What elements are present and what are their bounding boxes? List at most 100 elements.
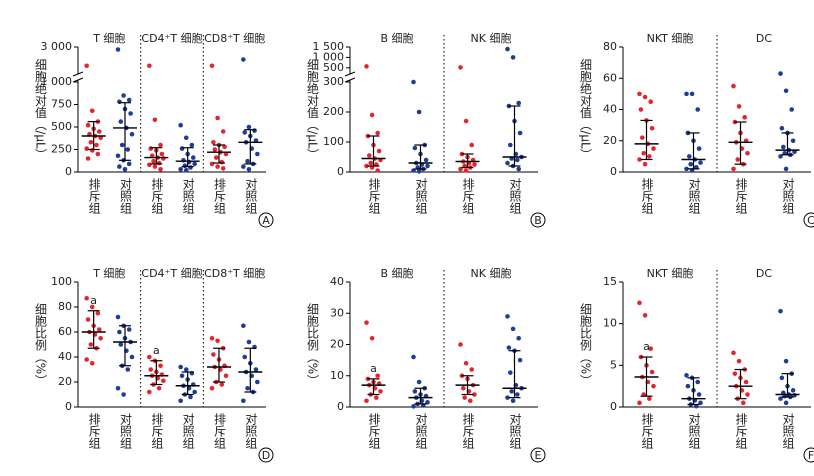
data-point bbox=[472, 392, 477, 397]
y-tick-label: 40 bbox=[603, 103, 617, 116]
data-point bbox=[510, 326, 516, 332]
category-label: 排斥组 bbox=[640, 178, 654, 214]
data-point bbox=[647, 396, 652, 401]
data-point bbox=[790, 388, 796, 393]
annotation: a bbox=[370, 362, 377, 375]
data-point bbox=[790, 138, 796, 144]
break-mark bbox=[72, 77, 84, 83]
data-point bbox=[423, 157, 429, 163]
data-point bbox=[158, 167, 163, 172]
y-tick-label: 80 bbox=[603, 40, 617, 53]
panel-letter: D bbox=[262, 449, 270, 462]
category-label: 排斥组 bbox=[461, 178, 475, 214]
data-point bbox=[642, 313, 648, 318]
data-point bbox=[637, 157, 642, 162]
data-point bbox=[178, 398, 183, 404]
data-point bbox=[125, 147, 131, 152]
data-point bbox=[508, 370, 513, 375]
data-point bbox=[182, 163, 188, 168]
data-point bbox=[98, 335, 103, 341]
data-point bbox=[126, 327, 132, 332]
data-point bbox=[253, 367, 259, 372]
data-point bbox=[364, 320, 369, 325]
category-label: 对照组 bbox=[181, 178, 195, 214]
data-point bbox=[649, 369, 655, 375]
panel-letter: F bbox=[808, 449, 814, 462]
data-point bbox=[505, 314, 510, 319]
data-point bbox=[458, 342, 463, 347]
data-point bbox=[509, 389, 514, 394]
annotation: a bbox=[153, 344, 160, 357]
data-point bbox=[161, 378, 166, 384]
data-point bbox=[152, 117, 158, 123]
data-point bbox=[731, 166, 736, 172]
y-axis-label: 细胞绝对值（/μL） bbox=[579, 58, 593, 161]
data-point bbox=[152, 164, 158, 169]
panel-letter: B bbox=[534, 214, 542, 227]
y-tick-label: 1 000 bbox=[313, 50, 345, 63]
data-point bbox=[462, 395, 468, 400]
data-point bbox=[696, 392, 702, 397]
data-point bbox=[211, 352, 216, 357]
data-point bbox=[117, 99, 122, 105]
data-point bbox=[245, 158, 250, 164]
y-tick-label: 250 bbox=[51, 143, 72, 156]
data-point bbox=[220, 166, 226, 171]
y-tick-label: 20 bbox=[603, 134, 617, 147]
data-point bbox=[637, 400, 642, 406]
category-label: 排斥组 bbox=[150, 178, 164, 214]
data-point bbox=[121, 392, 126, 397]
category-label: 排斥组 bbox=[213, 413, 227, 449]
data-point bbox=[161, 156, 166, 161]
data-point bbox=[96, 327, 102, 332]
data-point bbox=[696, 146, 702, 151]
panel-badge bbox=[258, 212, 274, 228]
data-point bbox=[117, 164, 122, 169]
data-point bbox=[220, 129, 226, 134]
data-point bbox=[178, 167, 183, 172]
data-point bbox=[118, 342, 124, 347]
break-mark bbox=[344, 77, 356, 83]
category-label: 排斥组 bbox=[734, 413, 748, 449]
y-tick-label: 200 bbox=[323, 105, 344, 118]
data-point bbox=[637, 300, 642, 306]
data-point bbox=[89, 304, 95, 310]
data-point bbox=[255, 151, 260, 157]
data-point bbox=[88, 342, 94, 347]
data-point bbox=[505, 160, 510, 166]
data-point bbox=[119, 142, 125, 148]
y-tick-label: 5 bbox=[610, 358, 617, 371]
data-point bbox=[241, 323, 246, 329]
data-point bbox=[505, 46, 510, 52]
category-label: 对照组 bbox=[119, 413, 133, 449]
data-point bbox=[241, 164, 246, 169]
y-tick-label: 0 bbox=[65, 165, 72, 178]
data-point bbox=[148, 146, 154, 151]
data-point bbox=[96, 129, 102, 134]
data-point bbox=[647, 154, 652, 159]
data-point bbox=[246, 124, 252, 130]
data-point bbox=[241, 57, 246, 62]
data-point bbox=[129, 131, 135, 137]
data-point bbox=[416, 169, 422, 174]
section-title: NK 细胞 bbox=[471, 267, 512, 280]
panel-letter: E bbox=[535, 449, 542, 462]
data-point bbox=[684, 91, 689, 97]
data-point bbox=[159, 151, 165, 157]
data-point bbox=[178, 122, 183, 128]
data-point bbox=[147, 63, 152, 69]
data-point bbox=[648, 99, 653, 104]
data-point bbox=[412, 389, 418, 394]
y-tick-label: 15 bbox=[603, 275, 617, 288]
data-point bbox=[378, 389, 383, 394]
data-point bbox=[369, 112, 375, 118]
y-axis-label: 细胞比例（%） bbox=[34, 302, 48, 386]
data-point bbox=[375, 130, 381, 136]
category-label: 对照组 bbox=[181, 413, 195, 449]
y-tick-label: 0 bbox=[610, 165, 617, 178]
data-point bbox=[89, 360, 95, 366]
category-label: 对照组 bbox=[414, 413, 428, 449]
data-point bbox=[85, 317, 91, 322]
y-tick-label: 1 000 bbox=[41, 75, 73, 88]
data-point bbox=[121, 93, 126, 98]
